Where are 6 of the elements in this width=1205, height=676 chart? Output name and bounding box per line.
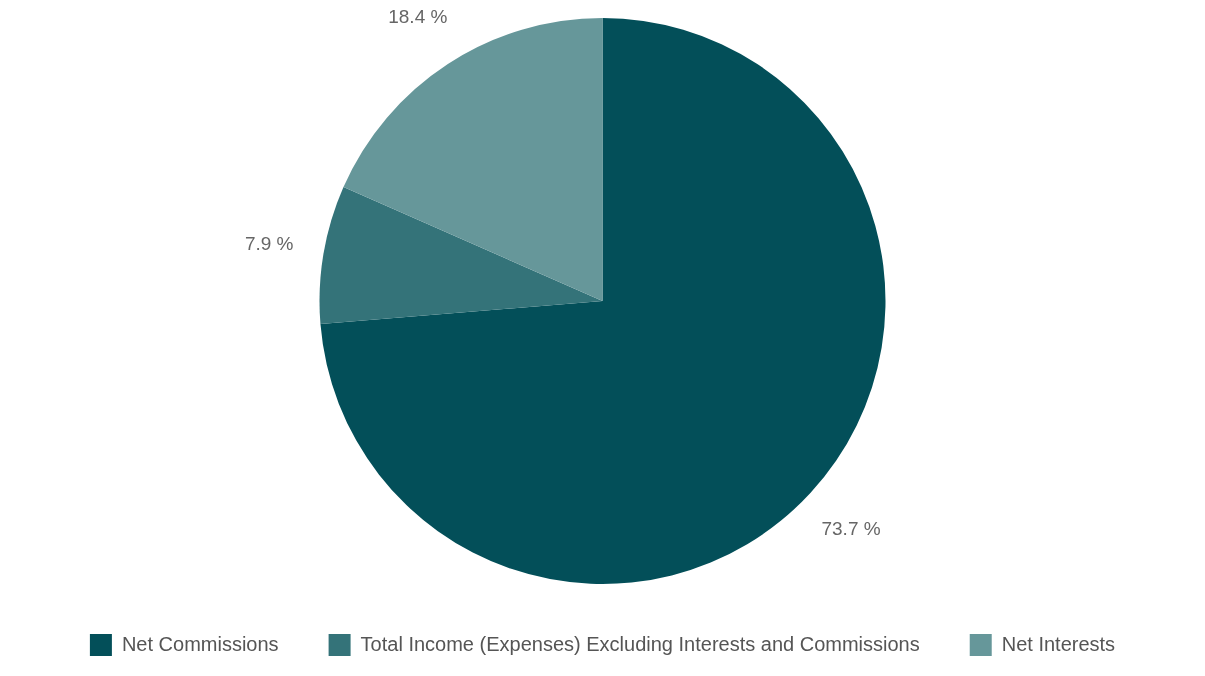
data-label: 18.4 % [388, 6, 448, 28]
data-label: 73.7 % [821, 518, 881, 540]
data-label: 7.9 % [244, 233, 294, 255]
legend-label: Net Interests [1001, 632, 1116, 655]
legend-label: Total Income (Expenses) Excluding Interests and Commissions [360, 632, 920, 655]
legend-label: Net Commissions [121, 632, 279, 655]
